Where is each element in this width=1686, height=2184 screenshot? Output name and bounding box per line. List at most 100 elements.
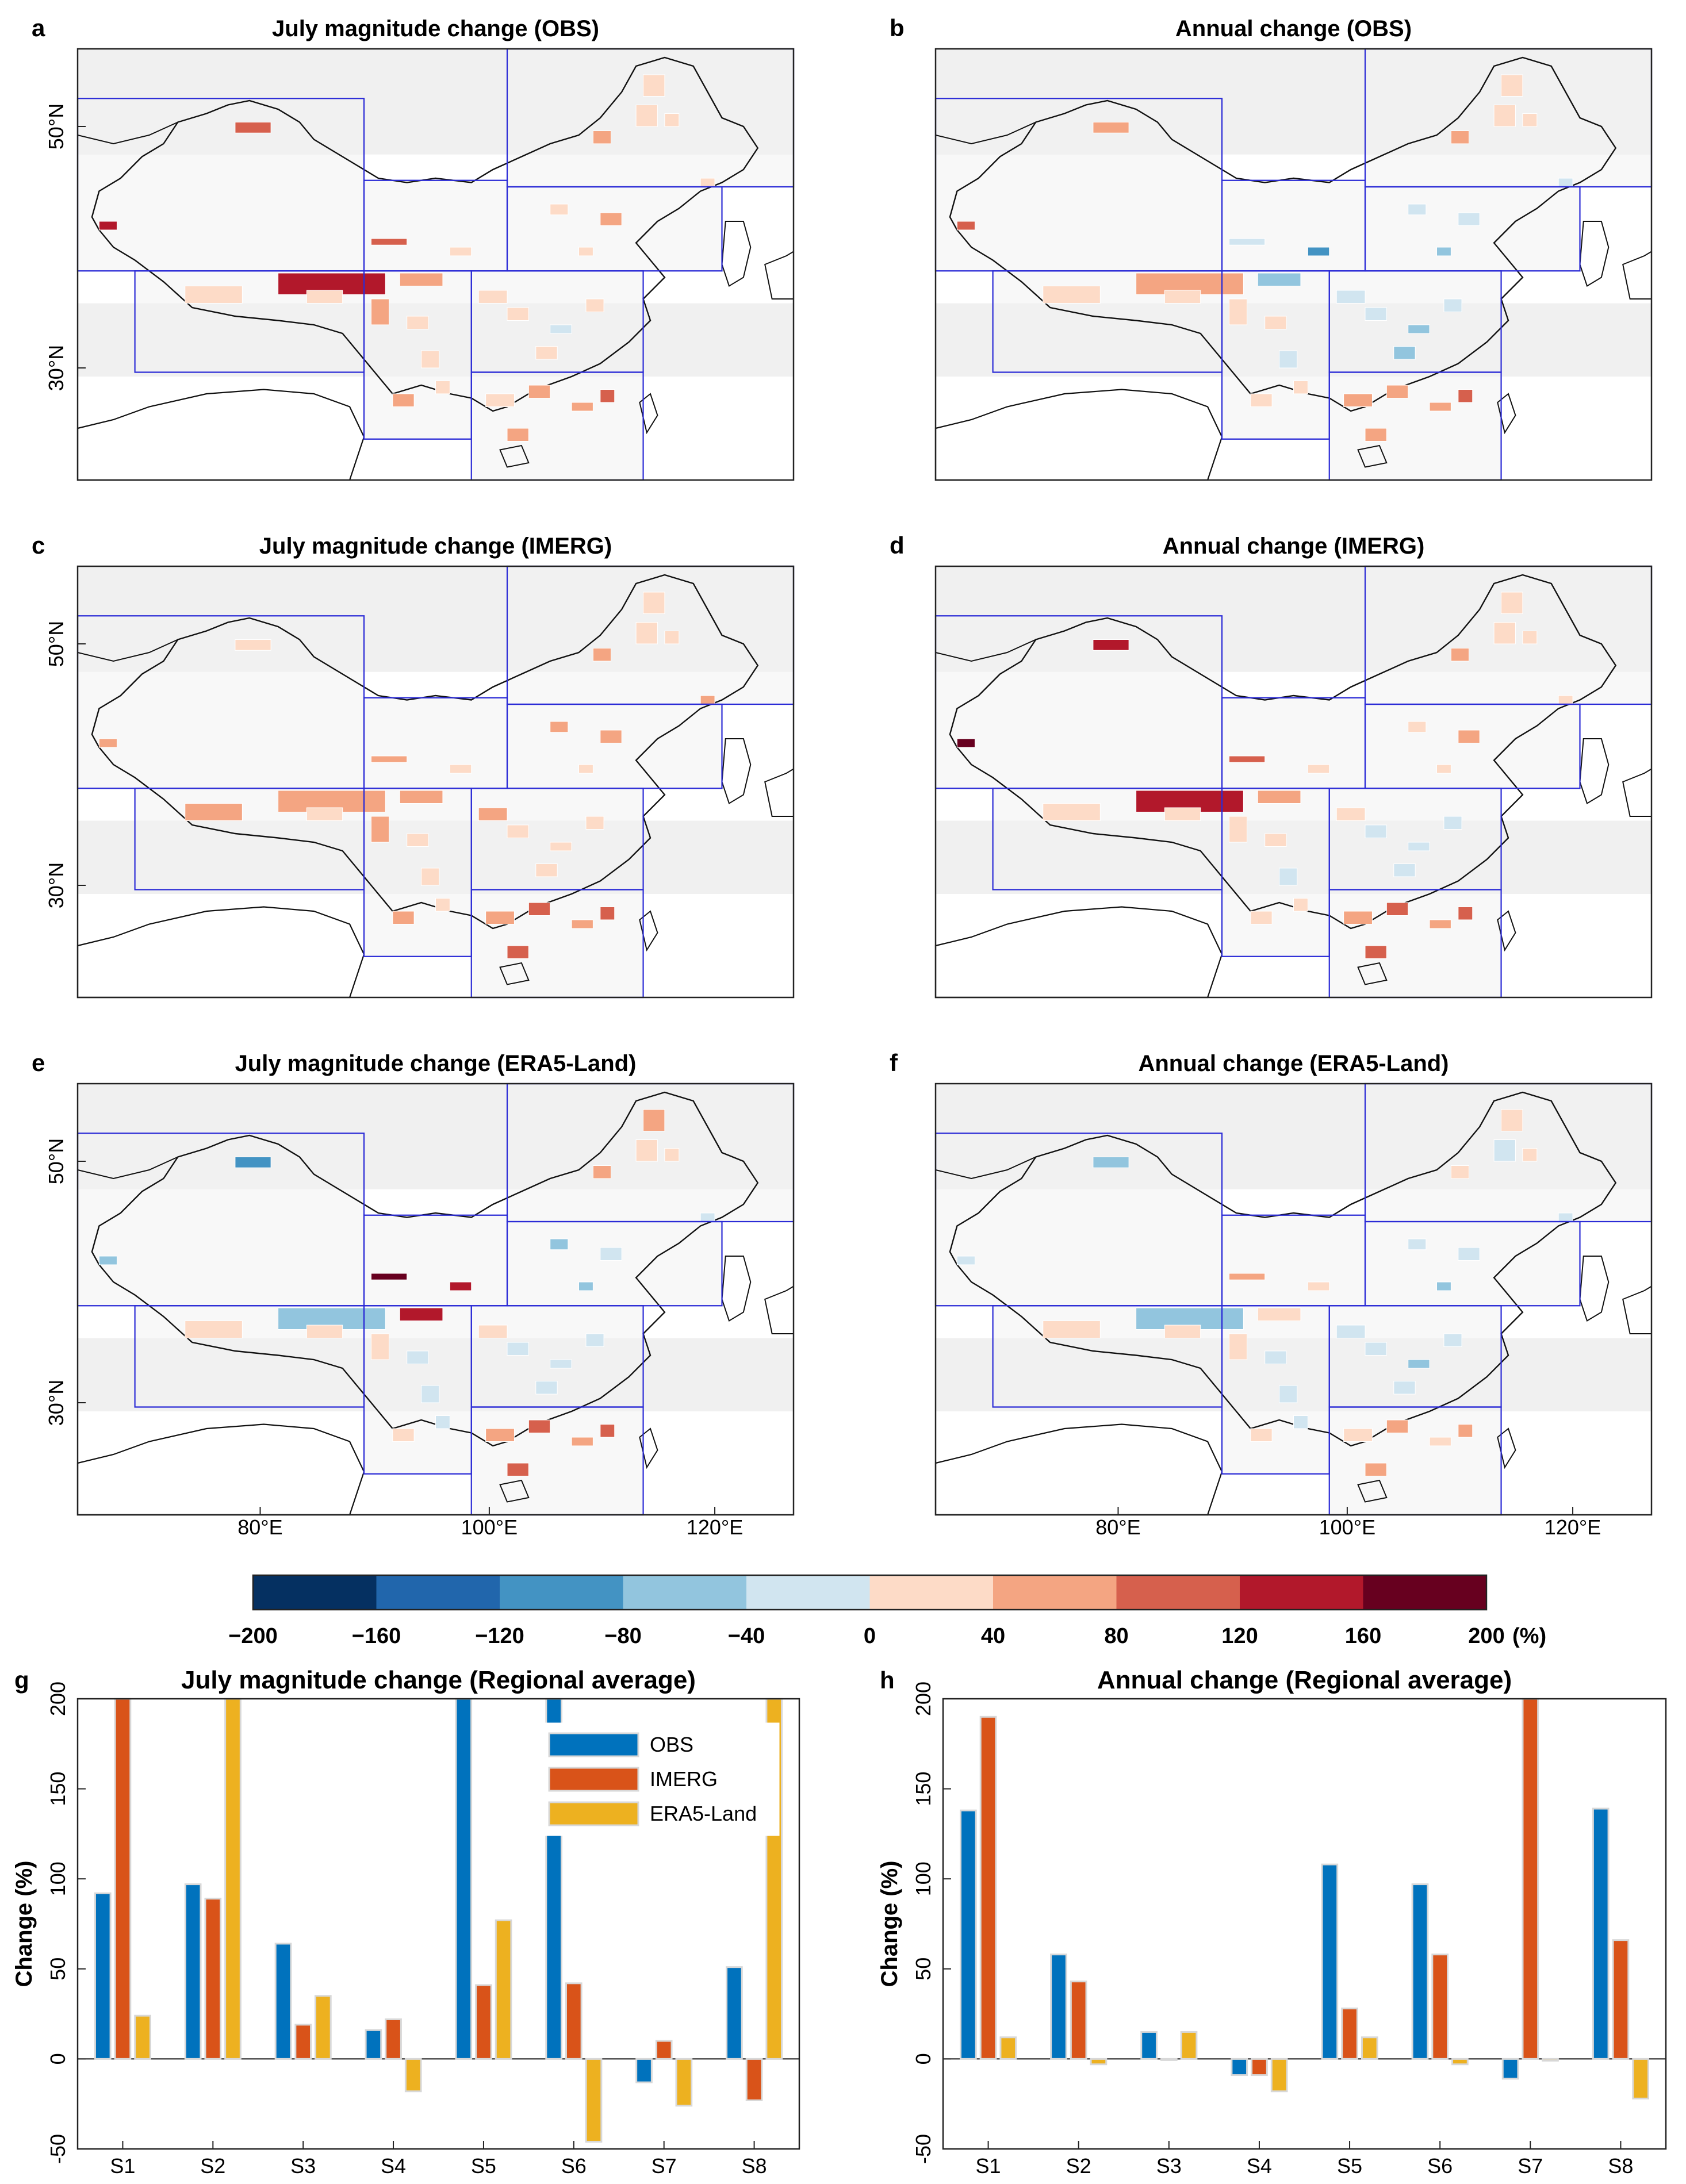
x-tick-label: S7 <box>652 2154 677 2178</box>
map-panel-c: c July magnitude change (IMERG) 50°N 30°N <box>32 532 794 997</box>
bar-IMERG-S3 <box>294 2024 312 2060</box>
lon-label: 80°E <box>237 1515 282 1539</box>
basin-patch <box>371 816 389 842</box>
basin-patch <box>536 864 557 877</box>
region-S4 <box>1365 704 1580 789</box>
basin-patch <box>636 623 657 644</box>
region-S2 <box>364 180 507 271</box>
coast-hainan <box>1358 963 1387 985</box>
basin-patch <box>486 1429 515 1442</box>
basin-patch <box>507 1342 528 1356</box>
panel-letter: d <box>890 532 905 559</box>
map-geography <box>78 49 794 480</box>
bar-charts: g July magnitude change (Regional average… <box>12 1666 1667 2178</box>
colorbar-unit: (%) <box>1512 1624 1546 1648</box>
legend-swatch-IMERG <box>548 1767 639 1792</box>
map-panel-d: d Annual change (IMERG) <box>890 532 1651 997</box>
country-outline <box>92 1092 758 1446</box>
map-frame <box>76 48 795 481</box>
country-outline <box>92 57 758 411</box>
region-S4 <box>507 704 722 789</box>
basin-patch <box>579 247 593 256</box>
panel-title: Annual change (IMERG) <box>1163 533 1425 559</box>
bar-OBS-S7 <box>635 2058 653 2083</box>
colorbar-tick-label: −80 <box>604 1624 641 1648</box>
map-panel-b: b Annual change (OBS) <box>890 14 1651 480</box>
basin-patch <box>593 131 611 144</box>
x-tick-label: S5 <box>1337 2154 1362 2178</box>
basin-patch <box>306 1325 342 1338</box>
basin-patch <box>99 1256 117 1265</box>
y-tick-label: -50 <box>46 2134 70 2164</box>
bar-ERA5-Land-S4 <box>404 2058 422 2093</box>
basin-patch <box>586 1334 604 1347</box>
x-tick-label: S4 <box>381 2154 406 2178</box>
basin-patch <box>99 221 117 230</box>
lat-label: 30°N <box>44 1380 68 1426</box>
region-S1 <box>936 98 1222 271</box>
panel-letter: f <box>890 1049 898 1076</box>
region-S6 <box>364 271 472 439</box>
region-S1 <box>78 1133 364 1306</box>
basin-patch <box>450 247 471 256</box>
basin-patch <box>1229 816 1247 842</box>
x-tick-label: S4 <box>1247 2154 1272 2178</box>
colorbar-segment <box>500 1575 623 1610</box>
x-tick-label: S2 <box>200 2154 225 2178</box>
basin-patch <box>478 290 507 304</box>
basin-patch <box>1408 721 1426 732</box>
basin-patch <box>1494 1140 1515 1162</box>
basin-patch <box>1408 1239 1426 1250</box>
region-S4 <box>1365 1222 1580 1306</box>
basin-patch <box>1430 402 1451 411</box>
basin-patch <box>1251 394 1272 407</box>
lon-label: 100°E <box>1319 1515 1375 1539</box>
bar-ERA5-Land-S1 <box>999 2036 1017 2060</box>
basin-patch <box>1229 1273 1264 1280</box>
basin-patch <box>1251 911 1272 924</box>
basin-patch <box>957 1256 975 1265</box>
lat-label: 50°N <box>44 621 68 667</box>
basin-patch <box>185 804 243 821</box>
coast-hainan <box>500 1480 529 1502</box>
basin-patch <box>1501 75 1523 97</box>
basin-patch <box>1386 903 1408 916</box>
basin-patch <box>1229 299 1247 325</box>
basin-patch <box>1451 1166 1469 1179</box>
region-S1 <box>936 616 1222 789</box>
basin-patch <box>1308 247 1329 256</box>
basin-patch <box>422 1385 439 1403</box>
basin-patch <box>185 286 243 304</box>
y-tick-label: 50 <box>46 1957 70 1980</box>
basin-patch <box>600 907 615 920</box>
country-outline <box>92 575 758 928</box>
basin-patch <box>1308 1282 1329 1291</box>
colorbar-segment <box>623 1575 747 1610</box>
basin-patch <box>1279 1385 1297 1403</box>
chart-frame <box>76 1698 800 2150</box>
basin-patch <box>393 394 414 407</box>
bar-ERA5-Land-S7 <box>675 2058 693 2107</box>
region-S4 <box>507 1222 722 1306</box>
bar-ERA5-Land-S3 <box>315 1995 332 2060</box>
basin-patch <box>1394 1381 1415 1395</box>
basin-patch <box>1265 1351 1286 1364</box>
panel-letter: g <box>14 1667 29 1694</box>
basin-patch <box>507 946 528 959</box>
colorbar-segment <box>1363 1575 1487 1610</box>
colorbar-segment <box>869 1575 994 1610</box>
basin-patch <box>422 868 439 885</box>
region-S2 <box>1222 697 1365 789</box>
lon-label: 120°E <box>687 1515 743 1539</box>
basin-patch <box>1451 648 1469 662</box>
x-tick-label: S1 <box>976 2154 1001 2178</box>
map-frame <box>76 565 795 999</box>
bar-IMERG-S5 <box>1341 2008 1358 2060</box>
basin-patch <box>436 899 450 912</box>
basin-patch <box>486 911 515 924</box>
basin-patch <box>371 1334 389 1360</box>
colorbar-tick-label: −40 <box>728 1624 765 1648</box>
border-north <box>78 640 178 662</box>
bar-OBS-S4 <box>365 2029 382 2060</box>
basin-patch <box>1394 864 1415 877</box>
